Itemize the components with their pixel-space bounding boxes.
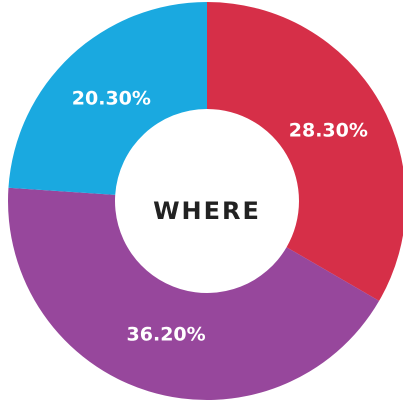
- center-title: WHERE: [153, 197, 261, 225]
- slice: [8, 1, 208, 195]
- value-label: 36.20%: [127, 323, 206, 345]
- slice: [207, 2, 403, 301]
- slice: [8, 187, 380, 400]
- value-label: 28.30%: [289, 120, 368, 142]
- value-label: 20.30%: [72, 87, 151, 109]
